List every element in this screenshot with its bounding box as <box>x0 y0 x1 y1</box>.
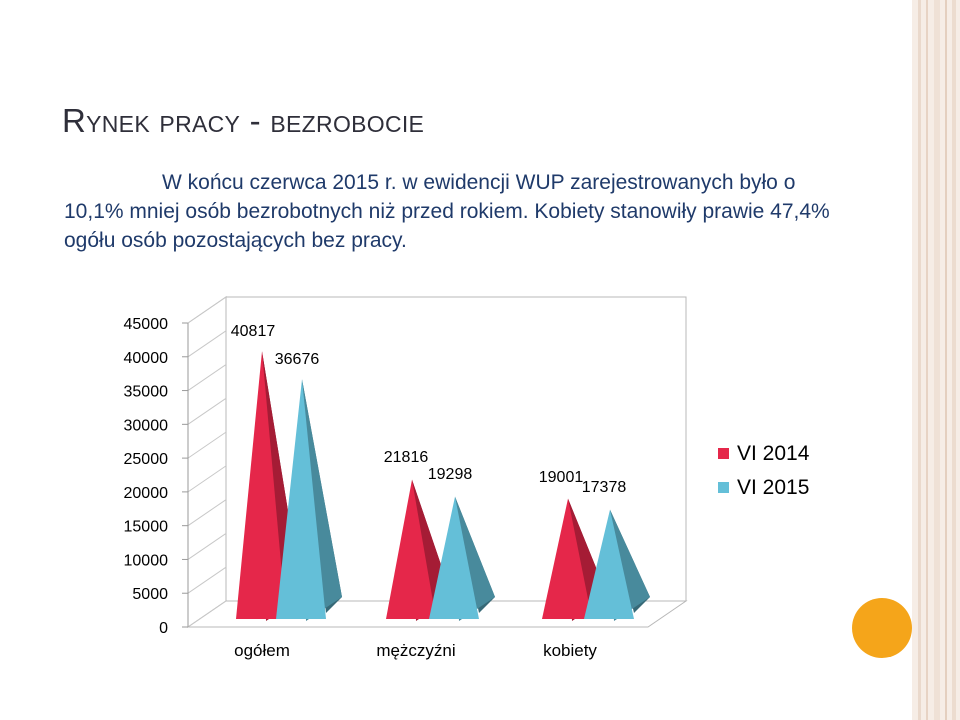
y-grid-diagonal <box>187 566 227 594</box>
y-tick-label: 40000 <box>124 350 169 367</box>
pyramid-front-face <box>386 479 436 619</box>
y-tick-label: 25000 <box>124 451 169 468</box>
data-label: 19001 <box>539 469 584 486</box>
y-grid-diagonal <box>187 296 227 324</box>
data-label: 21816 <box>384 449 429 466</box>
data-label: 19298 <box>428 466 473 483</box>
pyramid-front-face <box>542 498 592 619</box>
y-grid-diagonal <box>187 397 227 425</box>
y-grid-diagonal <box>187 465 227 493</box>
y-tick-label: 45000 <box>124 316 169 333</box>
data-label: 36676 <box>275 351 320 368</box>
y-grid-diagonal <box>187 364 227 391</box>
decorative-stripes <box>912 0 960 720</box>
y-tick-label: 35000 <box>124 384 169 401</box>
y-grid-diagonal <box>187 330 227 358</box>
slide-title: Rynek pracy - bezrobocie <box>62 102 425 139</box>
legend-swatch <box>718 448 729 459</box>
pyramid-front-face <box>429 496 479 619</box>
y-tick-label: 0 <box>159 620 168 637</box>
y-grid-diagonal <box>187 600 227 628</box>
y-tick-label: 10000 <box>124 552 169 569</box>
legend-swatch <box>718 482 729 493</box>
x-category-label: ogółem <box>234 641 290 660</box>
data-label: 17378 <box>582 479 627 496</box>
y-grid-diagonal <box>187 431 227 459</box>
y-tick-label: 30000 <box>124 417 169 434</box>
x-category-label: mężczyźni <box>376 641 455 660</box>
pyramid-front-face <box>276 379 326 619</box>
y-grid-diagonal <box>187 499 227 527</box>
legend-label: VI 2014 <box>737 442 810 465</box>
pyramid-front-face <box>236 351 286 619</box>
data-label: 40817 <box>231 323 276 340</box>
pyramid-front-face <box>584 509 634 619</box>
y-tick-label: 15000 <box>124 519 169 536</box>
chart-side-wall <box>187 296 227 628</box>
slide-text-content: W końcu czerwca 2015 r. w ewidencji WUP … <box>64 171 830 252</box>
slide-text: W końcu czerwca 2015 r. w ewidencji WUP … <box>64 168 834 255</box>
y-grid-diagonal <box>187 533 227 560</box>
orange-circle-decoration <box>852 598 912 658</box>
y-tick-label: 20000 <box>124 485 169 502</box>
legend-label: VI 2015 <box>737 476 809 499</box>
y-tick-label: 5000 <box>132 586 168 603</box>
x-category-label: kobiety <box>543 641 597 660</box>
